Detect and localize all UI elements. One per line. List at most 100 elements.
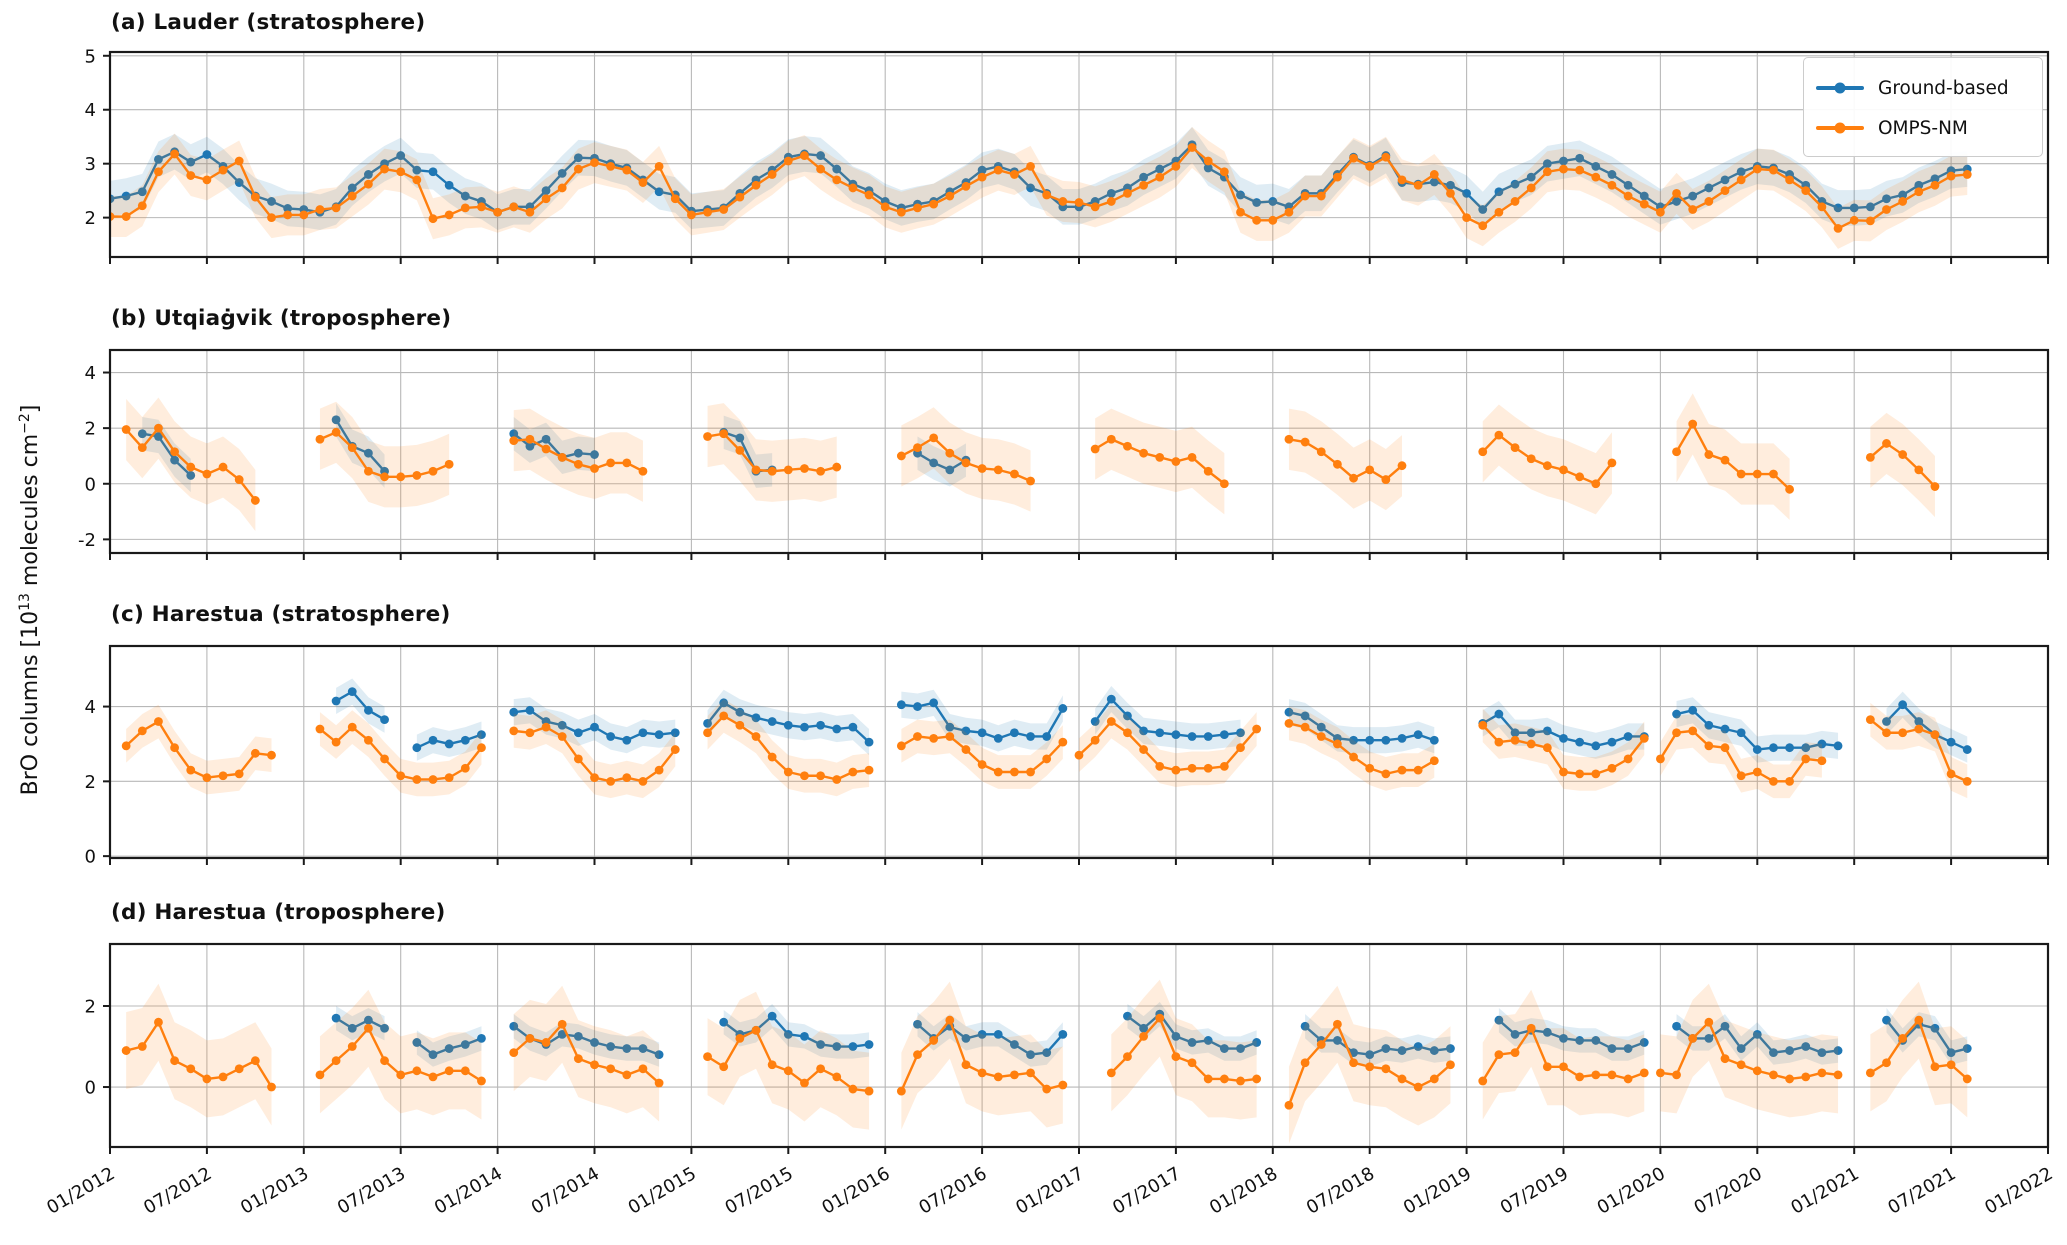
- data-point: [1042, 732, 1052, 741]
- data-point: [331, 415, 341, 425]
- data-point: [929, 458, 939, 468]
- band-c: [1095, 686, 1241, 750]
- data-point: [1607, 1044, 1617, 1053]
- data-point: [1171, 765, 1181, 775]
- data-point: [1494, 187, 1504, 197]
- band-b: [336, 403, 385, 488]
- data-point: [1914, 724, 1924, 734]
- data-point: [396, 151, 406, 160]
- data-point: [137, 726, 147, 736]
- band-d: [1482, 989, 1645, 1120]
- panel-a: 2 3 4 5: [85, 46, 2050, 264]
- data-point: [1010, 170, 1019, 179]
- data-point: [557, 1029, 567, 1039]
- data-point: [1946, 737, 1956, 747]
- data-point: [525, 441, 535, 451]
- data-point: [1591, 769, 1601, 779]
- data-point: [606, 161, 616, 171]
- data-point: [1413, 765, 1423, 775]
- data-point: [1381, 1064, 1391, 1074]
- band-c: [319, 710, 482, 797]
- data-point: [1833, 1070, 1843, 1080]
- tick-marks-c: [103, 705, 2049, 865]
- panel-c-title: (c) Harestua (stratosphere): [111, 602, 451, 627]
- data-point: [1123, 728, 1132, 738]
- data-point: [1833, 203, 1843, 213]
- data-point: [654, 730, 664, 740]
- data-point: [977, 1029, 987, 1039]
- data-point: [800, 1031, 809, 1041]
- data-point: [218, 462, 228, 472]
- data-point: [347, 687, 357, 697]
- data-point: [767, 1011, 777, 1021]
- data-point: [1171, 730, 1181, 740]
- data-point: [1865, 452, 1875, 462]
- data-point: [703, 432, 712, 441]
- data-point: [1106, 434, 1116, 444]
- x-tick-label: 07/2015: [722, 1163, 797, 1219]
- data-point: [331, 203, 341, 213]
- data-point: [1704, 1034, 1714, 1043]
- data-point: [1284, 718, 1294, 728]
- y-tick-label: 0: [85, 474, 96, 495]
- data-point: [218, 1072, 228, 1082]
- data-point: [783, 720, 793, 730]
- data-point: [1930, 482, 1940, 491]
- data-point: [1090, 202, 1100, 212]
- data-point: [1833, 741, 1843, 751]
- data-point: [444, 739, 454, 749]
- data-point: [1203, 163, 1213, 173]
- data-point: [1478, 221, 1488, 231]
- data-point: [541, 194, 551, 204]
- data-point: [1559, 733, 1568, 743]
- data-point: [444, 1066, 454, 1076]
- data-point: [1042, 1048, 1052, 1057]
- data-point: [654, 1050, 664, 1060]
- x-tick-label: 01/2012: [43, 1163, 118, 1219]
- data-point: [1413, 180, 1423, 190]
- omps-nm-line-sample: [1816, 122, 1864, 134]
- data-point: [1219, 761, 1229, 771]
- grid-a: [109, 52, 2049, 257]
- data-point: [1203, 1074, 1213, 1084]
- data-point: [1010, 728, 1019, 738]
- data-point: [654, 1078, 664, 1088]
- data-point: [1478, 447, 1488, 457]
- data-point: [460, 1066, 470, 1076]
- data-point: [1559, 767, 1568, 777]
- data-point: [154, 154, 163, 164]
- data-point: [880, 202, 890, 212]
- data-point: [1106, 197, 1116, 206]
- data-point: [1010, 1070, 1019, 1080]
- data-point: [460, 191, 470, 201]
- data-point: [315, 724, 325, 734]
- data-point: [1446, 1044, 1455, 1053]
- data-point: [751, 713, 761, 723]
- data-point: [170, 1056, 180, 1066]
- band-d: [319, 989, 482, 1120]
- y-tick-label: 2: [85, 772, 96, 793]
- data-point: [606, 458, 616, 468]
- line-c: [1094, 697, 1241, 738]
- data-point: [412, 1066, 422, 1076]
- data-point: [993, 465, 1003, 475]
- data-point: [945, 465, 955, 475]
- data-point: [1123, 441, 1132, 451]
- data-point: [509, 1021, 519, 1031]
- data-point: [1882, 194, 1891, 204]
- data-point: [573, 448, 583, 458]
- data-point: [1930, 730, 1940, 740]
- data-point: [1236, 1044, 1245, 1053]
- data-point: [751, 732, 761, 741]
- band-a: [110, 126, 1968, 249]
- data-point: [654, 161, 664, 171]
- data-point: [1946, 1060, 1956, 1070]
- x-tick-label: 01/2015: [625, 1163, 700, 1219]
- data-point: [267, 1082, 276, 1092]
- data-point: [622, 458, 632, 468]
- x-tick-label: 07/2016: [915, 1163, 990, 1219]
- data-point: [993, 1072, 1003, 1082]
- data-point: [428, 1050, 438, 1060]
- data-point: [1769, 1048, 1778, 1057]
- data-point: [896, 700, 906, 710]
